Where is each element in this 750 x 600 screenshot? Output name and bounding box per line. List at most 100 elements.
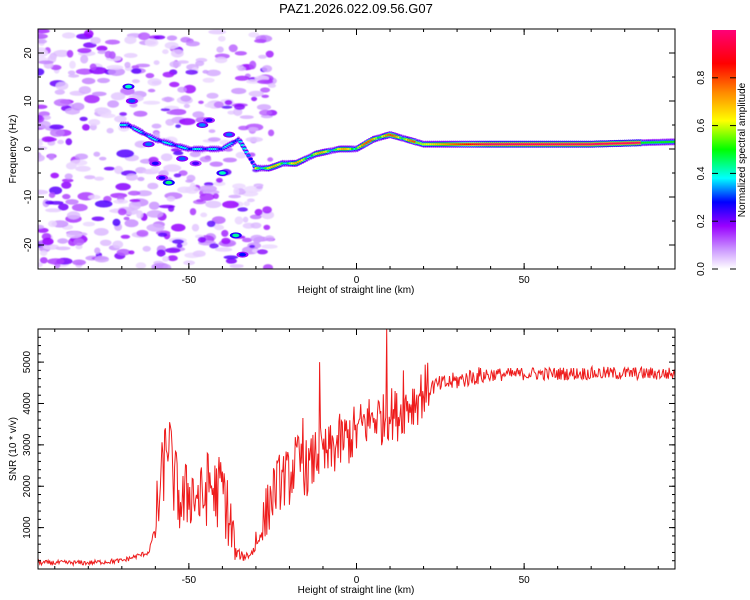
noise-blob — [42, 237, 54, 246]
noise-blob — [171, 223, 186, 232]
colorbar-label: Normalized spectral amplitude — [737, 82, 748, 217]
noise-blob — [250, 222, 262, 229]
noise-blob — [106, 127, 114, 134]
noise-blob — [143, 100, 161, 105]
noise-blob — [151, 80, 161, 85]
noise-blob — [49, 124, 64, 130]
noise-blob — [107, 100, 119, 108]
noise-blob — [161, 96, 175, 102]
noise-blob — [163, 164, 182, 172]
noise-blob — [62, 32, 76, 39]
noise-blob — [94, 176, 105, 181]
noise-blob — [261, 94, 270, 99]
noise-blob — [196, 199, 204, 203]
noise-blob — [84, 175, 96, 180]
noise-blob — [48, 220, 57, 228]
noise-blob — [164, 41, 179, 50]
noise-blob — [221, 229, 229, 237]
noise-blob — [83, 29, 94, 38]
noise-blob — [257, 79, 274, 85]
noise-blob — [228, 44, 238, 53]
spectrogram-y-axis: -20 -10 0 10 20 — [23, 28, 675, 270]
noise-blob — [57, 238, 69, 244]
noise-blob — [243, 201, 250, 207]
noise-blob — [133, 110, 148, 117]
noise-blob — [256, 104, 272, 111]
noise-blob — [75, 165, 91, 172]
noise-blob — [192, 250, 206, 257]
noise-blob — [199, 193, 215, 201]
noise-blob — [185, 179, 194, 183]
noise-blob — [73, 238, 85, 246]
noise-blob — [246, 198, 255, 203]
noise-blob — [254, 39, 267, 43]
noise-blob — [49, 201, 64, 205]
noise-blob — [50, 128, 65, 137]
noise-blob — [119, 112, 127, 117]
noise-blob — [233, 187, 240, 196]
y-tick-label: 10 — [23, 95, 34, 107]
noise-blob — [197, 236, 207, 243]
spectrogram-x-axis: -50 0 50 — [54, 29, 659, 286]
noise-blob — [146, 210, 164, 218]
noise-blob — [183, 84, 196, 94]
noise-blob — [38, 39, 48, 44]
noise-blob — [213, 101, 224, 108]
noise-blob — [55, 246, 71, 251]
noise-blob — [165, 118, 175, 126]
noise-blob — [89, 63, 97, 71]
noise-blob — [247, 127, 259, 132]
noise-blob — [162, 256, 169, 262]
noise-blob — [234, 51, 247, 56]
noise-blob — [92, 91, 107, 97]
noise-blob — [199, 156, 212, 163]
ridge-side-blob — [151, 161, 159, 166]
noise-blob — [166, 35, 178, 41]
noise-blob — [156, 249, 166, 257]
ridge-side-blob — [232, 233, 240, 238]
noise-blob — [229, 264, 244, 269]
ridge-side-blob — [128, 99, 136, 103]
noise-blob — [110, 92, 126, 101]
noise-blob — [66, 211, 81, 220]
noise-blob — [61, 181, 72, 189]
noise-blob — [127, 190, 141, 196]
noise-blob — [234, 103, 245, 110]
noise-blob — [84, 94, 100, 104]
noise-blob — [38, 29, 50, 34]
noise-blob — [135, 262, 147, 269]
noise-blob — [124, 61, 131, 69]
noise-blob — [38, 68, 45, 76]
noise-blob — [94, 255, 110, 263]
noise-blob — [75, 153, 88, 160]
noise-blob — [151, 123, 162, 129]
noise-blob — [214, 56, 228, 64]
noise-blob — [200, 212, 208, 218]
noise-blob — [209, 161, 223, 167]
noise-blob — [178, 118, 196, 126]
noise-blob — [116, 149, 134, 158]
snr-panel: -50 0 50 1000 2000 3000 4000 5000 Height of st… — [8, 328, 676, 596]
x-tick-label: -50 — [182, 575, 197, 586]
noise-blob — [38, 154, 45, 162]
noise-blob — [88, 119, 101, 126]
noise-blob — [202, 77, 215, 83]
spectrogram-x-label: Height of straight line (km) — [298, 285, 415, 296]
x-tick-label: 50 — [519, 575, 531, 586]
noise-blob — [232, 183, 246, 189]
noise-blob — [223, 255, 239, 260]
noise-blob — [39, 250, 48, 256]
noise-blob — [129, 199, 141, 203]
snr-y-axis: 1000 2000 3000 4000 5000 — [22, 328, 675, 570]
noise-blob — [216, 177, 223, 183]
noise-blob — [189, 151, 201, 158]
spectrogram-y-label: Frequency (Hz) — [8, 115, 19, 184]
snr-series-line — [38, 329, 675, 567]
colorbar-tick-label: 0.8 — [696, 70, 707, 84]
noise-blob — [259, 109, 272, 116]
noise-blob — [50, 64, 62, 71]
noise-blob — [248, 90, 264, 97]
ridge-side-blob — [145, 142, 153, 146]
noise-blob — [128, 250, 135, 255]
